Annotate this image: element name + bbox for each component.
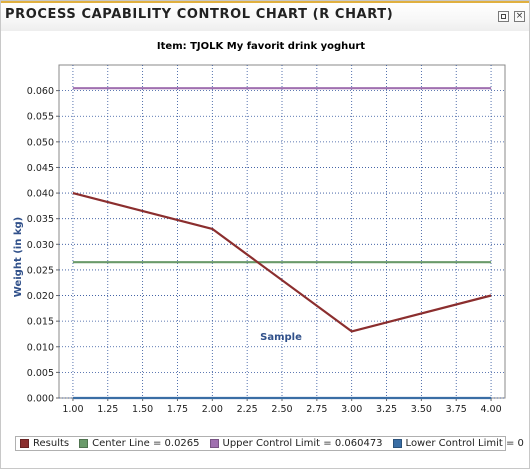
y-tick-label: 0.020 [27,291,54,302]
y-tick-label: 0.050 [27,137,54,148]
x-tick-label: 1.25 [97,404,118,415]
y-tick-label: 0.025 [27,265,54,276]
legend-label: Results [33,438,70,449]
x-tick-label: 3.75 [446,404,467,415]
y-tick-label: 0.055 [27,112,54,123]
legend-swatch [392,439,402,448]
legend-item: Center Line = 0.0265 [79,438,200,449]
series-line-results [72,192,492,333]
legend-swatch [79,439,89,448]
chart-legend: Results Center Line = 0.0265 Upper Control… [15,436,524,451]
y-tick-label: 0.015 [27,317,54,328]
legend-item: Lower Control Limit = 0 [392,438,524,449]
legend-swatch [209,439,219,448]
x-tick-label: 2.25 [237,404,258,415]
close-icon[interactable]: × [514,11,525,22]
x-tick-label: 3.50 [411,404,432,415]
x-tick-label: 3.25 [376,404,397,415]
y-tick-label: 0.005 [27,368,54,379]
y-tick-label: 0.035 [27,214,54,225]
y-axis-label: Weight (in kg) [13,217,24,297]
y-tick-label: 0.010 [27,342,54,353]
legend-label: Upper Control Limit = 0.060473 [222,438,383,449]
x-axis-label: Sample [260,332,302,343]
r-chart: 1.00 1.25 1.50 1.75 2.00 2.25 2.50 2.75 3.00 3.25… [13,41,506,415]
x-tick-label: 3.00 [341,404,362,415]
y-tick-label: 0.060 [27,86,54,97]
x-tick-label: 1.75 [167,404,188,415]
chart-title: Item: TJOLK My favorit drink yoghurt [157,41,365,52]
y-tick-label: 0.040 [27,189,54,200]
plot-area [58,64,506,399]
x-tick-label: 1.00 [62,404,83,415]
x-tick-label: 2.75 [306,404,327,415]
x-tick-label: 2.50 [271,404,292,415]
x-tick-label: 4.00 [480,404,501,415]
x-tick-label: 2.00 [202,404,223,415]
legend-label: Lower Control Limit = 0 [405,438,524,449]
y-tick-label: 0.000 [27,394,54,405]
y-tick-label: 0.030 [27,240,54,251]
legend-item: Upper Control Limit = 0.060473 [209,438,383,449]
legend-label: Center Line = 0.0265 [92,438,200,449]
legend-swatch [20,439,29,448]
restore-icon[interactable] [498,11,509,22]
y-tick-label: 0.045 [27,163,54,174]
x-tick-label: 1.50 [132,404,153,415]
window-titlebar[interactable]: PROCESS CAPABILITY CONTROL CHART (R CHAR… [1,1,529,31]
window-title: PROCESS CAPABILITY CONTROL CHART (R CHAR… [5,7,394,22]
legend-item: Results [20,438,69,449]
